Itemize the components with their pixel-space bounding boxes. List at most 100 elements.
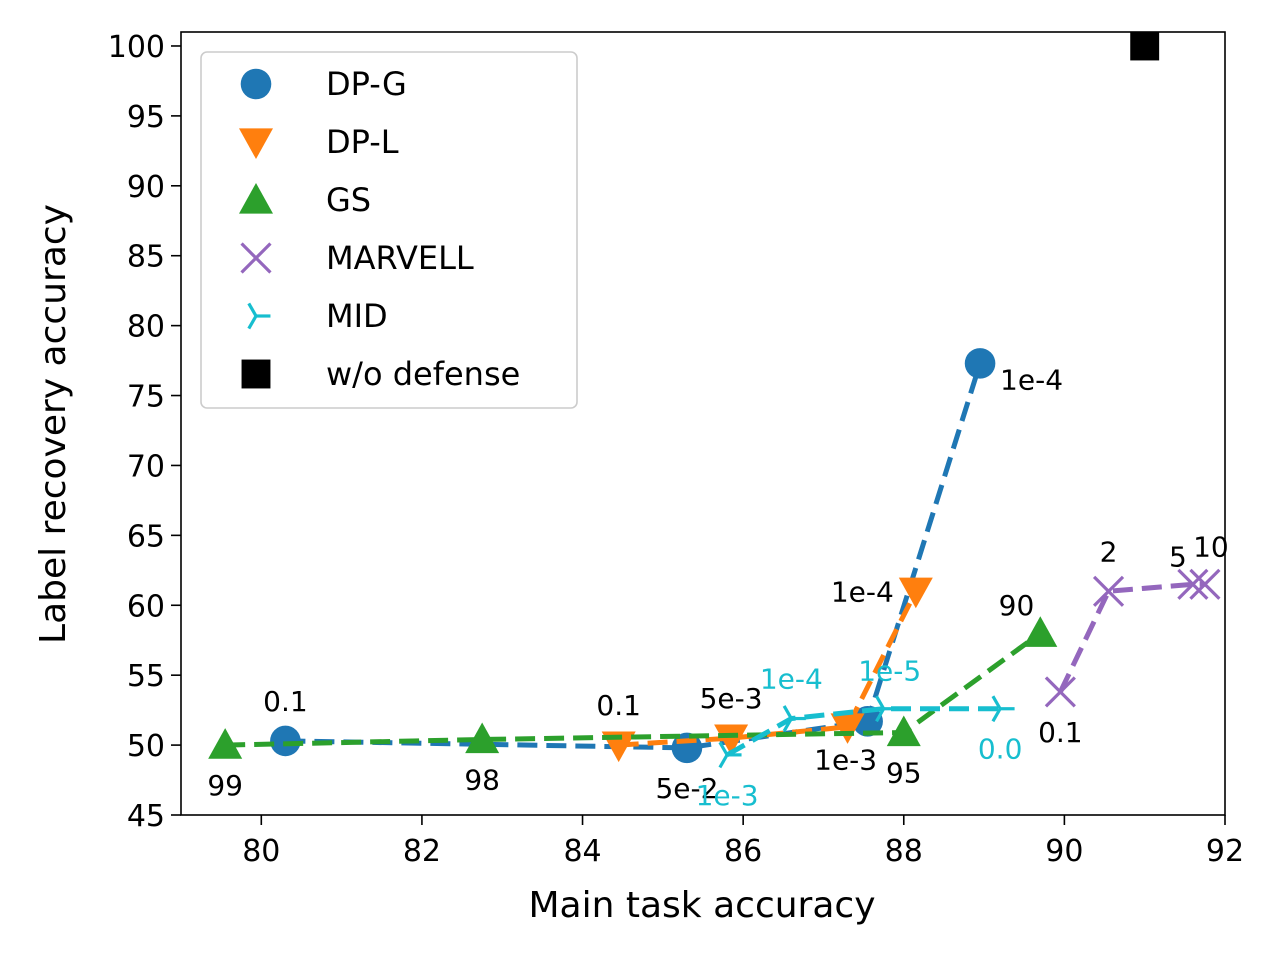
series-line — [225, 631, 1042, 748]
y-tick-label: 65 — [127, 519, 165, 554]
legend-marker — [247, 302, 271, 330]
data-point — [782, 705, 806, 732]
legend-marker — [241, 359, 271, 389]
legend-marker — [239, 128, 273, 159]
data-label: 1e-3 — [696, 779, 759, 812]
data-point — [964, 348, 996, 379]
data-point — [1189, 568, 1221, 600]
tri-stroke — [782, 705, 793, 720]
data-label: 10 — [1193, 530, 1229, 563]
data-label: 2 — [1100, 535, 1118, 568]
data-label: 1e-4 — [1000, 363, 1063, 396]
series-dp-l: 0.1 5e-31e-4 — [596, 575, 933, 763]
data-point — [1092, 575, 1125, 607]
legend-box — [200, 51, 578, 409]
x-axis-label: Main task accuracy — [528, 885, 875, 926]
data-label: 1e-4 — [760, 663, 823, 696]
tri-stroke — [718, 754, 729, 769]
data-point — [1130, 31, 1160, 61]
data-label: 1e-4 — [831, 575, 894, 608]
tri-stroke — [875, 695, 886, 710]
data-label: 0.1 — [263, 685, 308, 718]
legend-item: w/o defense — [241, 355, 520, 393]
legend-item: DP-G — [240, 65, 407, 103]
x-tick-label: 88 — [885, 834, 923, 869]
legend-item: MARVELL — [240, 239, 474, 277]
tri-stroke — [875, 707, 886, 723]
data-label: 99 — [207, 769, 243, 802]
x-tick-label: 80 — [242, 834, 280, 869]
series-mid: 1e-3 1e-4 1e-5 0.0 — [696, 655, 1023, 812]
data-point — [898, 577, 933, 609]
data-point — [875, 695, 899, 723]
data-label: 98 — [464, 763, 500, 796]
data-point — [465, 722, 500, 754]
y-tick-label: 85 — [127, 240, 165, 275]
data-point — [886, 715, 921, 747]
data-label: 0.0 — [978, 733, 1023, 766]
data-label: 0.1 — [596, 689, 641, 722]
series-gs: 99 98 95 90 — [207, 589, 1058, 802]
x-stroke — [1177, 568, 1209, 600]
legend: DP-G DP-L GS MARVELL MID w/o defense — [200, 51, 578, 409]
data-label: 95 — [886, 757, 922, 790]
tri-stroke — [247, 315, 258, 330]
y-tick-label: 95 — [127, 100, 165, 135]
x-tick-label: 84 — [563, 834, 601, 869]
y-tick-label: 55 — [127, 659, 165, 694]
legend-label: DP-G — [326, 65, 407, 103]
x-tick-label: 82 — [403, 834, 441, 869]
y-tick-label: 100 — [108, 30, 165, 65]
tri-stroke — [991, 695, 1002, 710]
plot-frame — [180, 31, 1226, 816]
x-stroke — [1044, 676, 1076, 708]
y-tick-label: 80 — [127, 310, 165, 345]
series-line — [1058, 581, 1205, 694]
tri-stroke — [718, 741, 729, 756]
tri-stroke — [991, 707, 1002, 723]
data-point — [1023, 616, 1058, 647]
series-line — [725, 706, 1001, 758]
y-tick-label: 45 — [127, 799, 165, 834]
tri-stroke — [247, 302, 258, 317]
series-dp-g: 0.1 5e-2 1e-3 1e-4 — [263, 348, 1063, 805]
x-tick-label: 86 — [724, 834, 762, 869]
data-label: 5e-3 — [700, 682, 763, 715]
x-stroke — [240, 242, 272, 274]
series-w-o-defense — [1130, 31, 1160, 61]
y-tick-label: 50 — [127, 729, 165, 764]
legend-item: GS — [239, 181, 371, 219]
legend-label: w/o defense — [326, 355, 520, 393]
data-point — [208, 728, 243, 759]
x-tick-label: 92 — [1206, 834, 1244, 869]
tri-stroke — [782, 717, 793, 732]
data-point — [714, 724, 749, 756]
data-label: 0.1 — [1038, 716, 1083, 749]
data-label: 1e-3 — [814, 743, 877, 776]
series-line — [285, 362, 983, 751]
y-tick-label: 70 — [127, 449, 165, 484]
legend-label: DP-L — [326, 123, 399, 161]
data-point — [718, 741, 742, 769]
legend-marker — [240, 242, 272, 274]
legend-label: MARVELL — [326, 239, 474, 277]
axes-layer: 80 82 84 86 88 90 92 45 50 55 60 65 70 75 80 85 90 95 100 — [108, 30, 1244, 869]
data-point — [830, 713, 865, 744]
legend-label: MID — [326, 297, 388, 335]
legend-item: MID — [247, 297, 388, 335]
y-tick-label: 90 — [127, 170, 165, 205]
y-axis-label: Label recovery accuracy — [33, 204, 74, 644]
series-line — [618, 590, 919, 748]
x-tick-label: 90 — [1045, 834, 1083, 869]
legend-marker — [240, 68, 272, 100]
x-stroke — [1092, 575, 1125, 607]
y-tick-label: 60 — [127, 589, 165, 624]
legend-item: DP-L — [239, 123, 399, 161]
data-point — [1044, 676, 1076, 708]
data-label: 1e-5 — [858, 655, 921, 688]
data-point — [270, 725, 301, 757]
data-point — [991, 695, 1015, 723]
legend-marker — [239, 183, 273, 214]
